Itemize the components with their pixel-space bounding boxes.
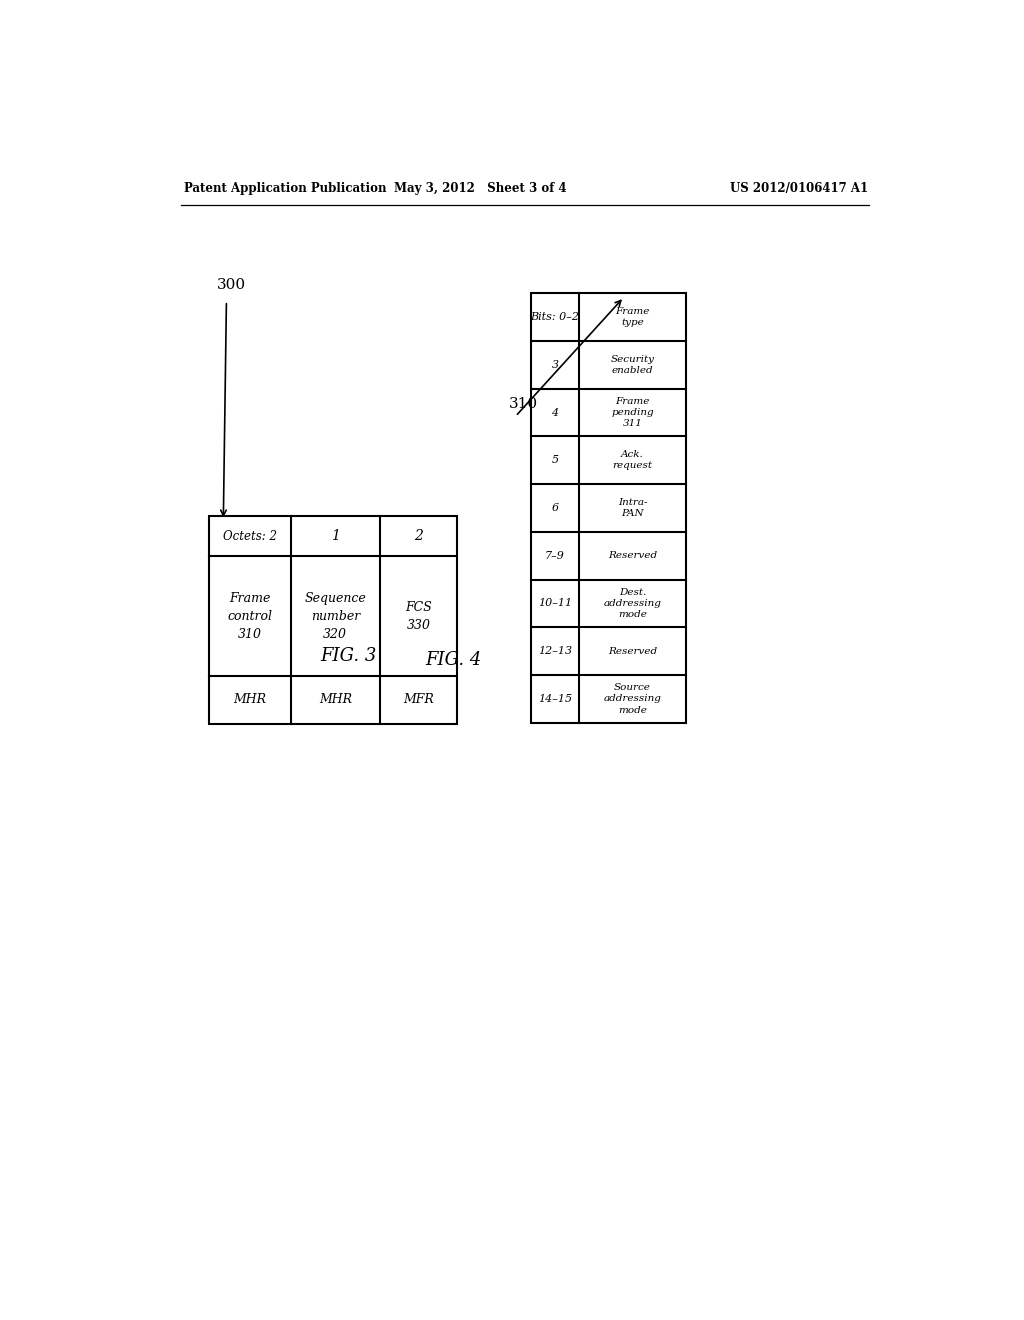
Text: MHR: MHR [233,693,266,706]
Text: 310: 310 [509,397,539,411]
Text: FIG. 3: FIG. 3 [321,647,377,665]
Bar [209,516,458,723]
Text: 2: 2 [414,529,423,544]
Text: FIG. 4: FIG. 4 [425,651,481,669]
Text: Reserved: Reserved [608,647,657,656]
Text: Bits: 0–2: Bits: 0–2 [530,312,580,322]
Text: 5: 5 [552,455,558,465]
Text: 300: 300 [217,277,246,292]
Text: 6: 6 [552,503,558,513]
Text: May 3, 2012   Sheet 3 of 4: May 3, 2012 Sheet 3 of 4 [394,182,567,194]
Text: Frame
pending
311: Frame pending 311 [611,397,654,428]
Text: Frame
control
310: Frame control 310 [227,591,272,640]
Text: US 2012/0106417 A1: US 2012/0106417 A1 [730,182,868,194]
Text: 14–15: 14–15 [538,694,572,704]
Text: Source
addressing
mode: Source addressing mode [603,684,662,714]
Text: MHR: MHR [318,693,352,706]
Text: Dest.
addressing
mode: Dest. addressing mode [603,587,662,619]
Text: Intra-
PAN: Intra- PAN [617,498,647,517]
Text: Security
enabled: Security enabled [610,355,654,375]
Text: Octets: 2: Octets: 2 [223,529,278,543]
Text: FCS
330: FCS 330 [406,601,432,632]
Text: Frame
type: Frame type [615,308,649,327]
Text: 4: 4 [552,408,558,417]
Bar [531,293,686,723]
Text: 1: 1 [331,529,340,544]
Text: MFR: MFR [403,693,434,706]
Text: 7–9: 7–9 [545,550,565,561]
Text: 3: 3 [552,360,558,370]
Text: Patent Application Publication: Patent Application Publication [183,182,386,194]
Text: 10–11: 10–11 [538,598,572,609]
Text: Reserved: Reserved [608,552,657,560]
Text: Ack.
request: Ack. request [612,450,652,470]
Text: 12–13: 12–13 [538,647,572,656]
Text: Sequence
number
320: Sequence number 320 [304,591,367,640]
